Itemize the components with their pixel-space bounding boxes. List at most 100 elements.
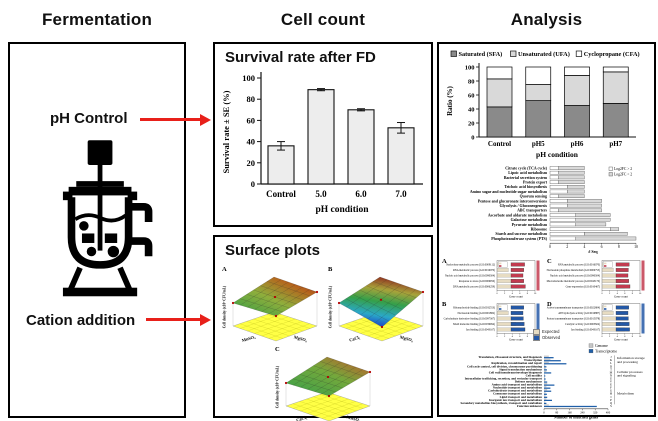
- chart-label: Pyruvate metabolism: [512, 223, 548, 227]
- chart-shape: [498, 261, 508, 268]
- chart-label: pH condition: [536, 150, 579, 159]
- chart-label: MgSO₄: [293, 334, 308, 343]
- chart-label: Carbohydrate transport and metabolism: [488, 389, 542, 393]
- chart-label: A: [442, 258, 447, 265]
- stack-segment: [486, 78, 513, 108]
- chart-shape: [544, 396, 548, 398]
- chart-label: and signaling: [617, 374, 636, 378]
- chart-label: Defense mechanisms: [515, 380, 543, 384]
- chart-shape: [497, 316, 513, 321]
- chart-shape: [239, 298, 283, 313]
- chart-shape: [260, 285, 304, 301]
- stack-segment: [602, 66, 629, 73]
- chart-label: Ratio (%): [446, 85, 454, 115]
- chart-label: 8: [632, 292, 634, 295]
- chart-shape: [608, 166, 613, 171]
- chart-shape: [549, 217, 576, 222]
- chart-label: 10: [534, 292, 537, 295]
- chart-shape: [544, 392, 546, 394]
- chart-label: 60: [247, 115, 256, 125]
- stack-segment: [602, 71, 629, 104]
- chart-label: A: [222, 266, 227, 273]
- chart-shape: [549, 213, 576, 217]
- chart-label: Bacterial secretion system: [504, 176, 548, 180]
- chart-label: Q: [610, 401, 613, 405]
- chart-shape: Cell density (x10⁹ CFU/mL) CaCl₂ MgSO₄ B: [328, 266, 425, 343]
- chart-label: Survival rate ± SE (%): [221, 90, 231, 173]
- chart-shape: [273, 276, 318, 293]
- chart-shape: [544, 401, 546, 403]
- chart-label: 6.0: [355, 189, 367, 199]
- chart-shape: [615, 262, 630, 267]
- chart-shape: [366, 285, 410, 304]
- chart-shape: [544, 357, 554, 359]
- chart-shape: [544, 384, 555, 386]
- chart-label: Coenzyme transport and metabolism: [493, 392, 542, 396]
- chart-label: 4: [617, 292, 619, 295]
- chart-shape: [544, 355, 549, 357]
- chart-label: Ribosome: [531, 228, 548, 232]
- chart-shape: B Ribonucleotide binding (GO:0032553) Nucl…: [442, 301, 540, 341]
- chart-shape: [97, 163, 103, 251]
- chart-shape: [558, 175, 585, 180]
- chart-label: RNA metabolic process (GO:0016070): [558, 264, 600, 267]
- chart-shape: [314, 366, 356, 392]
- chart-shape: [549, 189, 568, 194]
- chart-shape: [79, 221, 89, 231]
- chart-label: H: [610, 392, 613, 396]
- chart-shape: [285, 356, 328, 384]
- chart-shape: [549, 185, 568, 189]
- chart-label: P: [610, 398, 612, 402]
- chart-label: Gene count: [509, 337, 523, 341]
- chart-shape: [510, 262, 525, 267]
- chart-shape: [588, 349, 594, 354]
- chart-label: 100: [465, 64, 475, 71]
- chart-shape: [558, 170, 585, 175]
- chart-shape: [421, 290, 425, 294]
- chart-label: 4: [617, 335, 619, 338]
- chart-label: I: [611, 395, 612, 399]
- chart-label: 8: [527, 292, 529, 295]
- chart-label: Ascorbate and aldarate metabolism: [488, 213, 548, 217]
- chart-label: 20: [247, 158, 256, 168]
- chart-shape: [62, 287, 138, 297]
- stack-segment: [486, 106, 513, 138]
- chart-shape: [450, 50, 457, 57]
- chart-shape: [327, 394, 331, 398]
- chart-shape: Citrate cycle (TCA cycle)Lipoic acid met…: [470, 166, 638, 254]
- fatty-acid-chart: Saturated (SFA) Unsaturated (UFA) Cyclopro…: [441, 47, 651, 166]
- chart-shape: [549, 170, 559, 175]
- chart-label: Inorganic ion transport and metabolism: [489, 398, 542, 402]
- chart-shape: [615, 311, 629, 315]
- cell-count-title: Cell count: [280, 10, 366, 29]
- chart-label: Response to stress (GO:0006950): [459, 280, 495, 283]
- chart-label: 400: [606, 410, 611, 414]
- surface-plots-box: Surface plots Cell density (x10⁹ CFU/mL)…: [213, 235, 433, 421]
- chart-label: Nucleic acid metabolic process (GO:00903…: [550, 275, 600, 278]
- chart-label: 0: [601, 335, 603, 338]
- chart-label: Glycolysis / Gluconeogenesis: [500, 204, 548, 208]
- chart-shape: [615, 268, 629, 272]
- chart-shape: [544, 398, 547, 400]
- chart-shape: [497, 273, 513, 278]
- chart-shape: [567, 189, 585, 194]
- chart-shape: [268, 323, 310, 339]
- chart-label: 80: [247, 94, 256, 104]
- surface: [339, 277, 423, 327]
- chart-shape: [379, 276, 424, 293]
- chart-label: 2: [609, 335, 611, 338]
- survival-box-title: Survival rate after FD: [225, 49, 376, 66]
- chart-label: 0: [549, 245, 551, 249]
- chart-shape: [536, 303, 540, 334]
- chart-label: 80: [468, 78, 475, 85]
- expected-swatch: [533, 329, 540, 335]
- chart-label: C: [547, 258, 552, 265]
- chart-shape: [368, 370, 372, 374]
- chart-label: Metabolism: [617, 392, 634, 396]
- chart-shape: [74, 213, 127, 223]
- bar: [307, 89, 335, 185]
- chart-shape: [321, 369, 363, 394]
- chart-shape: [549, 236, 576, 241]
- chart-shape: [544, 380, 546, 382]
